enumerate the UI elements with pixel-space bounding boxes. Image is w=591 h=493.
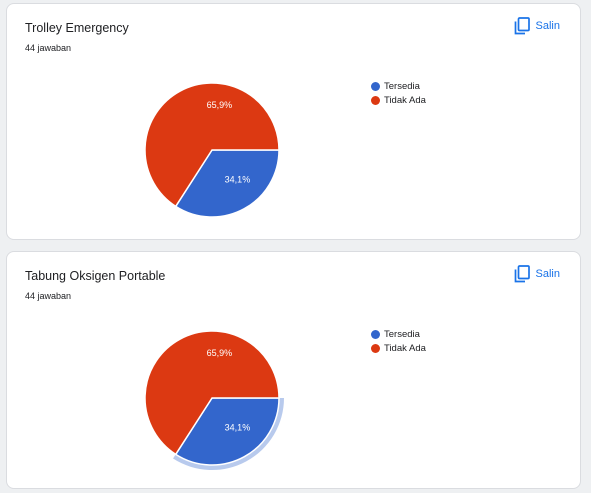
legend-swatch-tidak-ada (371, 95, 380, 105)
copy-icon (514, 265, 530, 283)
response-count: 44 jawaban (25, 43, 72, 53)
legend-label-tersedia: Tersedia (384, 80, 420, 92)
legend-swatch-tersedia (371, 329, 380, 339)
chart-legend: Tersedia Tidak Ada (371, 79, 426, 107)
data-label-tersedia: 34,1% (225, 422, 251, 432)
pie-chart[interactable]: 34,1% 65,9% (132, 322, 292, 472)
legend-item-tidak-ada[interactable]: Tidak Ada (371, 93, 426, 107)
copy-icon (514, 17, 530, 35)
copy-label: Salin (535, 268, 560, 280)
copy-chart-button[interactable]: Salin (514, 17, 560, 35)
pie-chart[interactable]: 34,1% 65,9% (132, 74, 292, 224)
legend-item-tersedia[interactable]: Tersedia (371, 327, 426, 341)
question-title: Trolley Emergency (25, 21, 129, 35)
pie-slice-tidak-ada[interactable] (144, 330, 280, 456)
data-label-tidak-ada: 65,9% (207, 348, 233, 358)
copy-chart-button[interactable]: Salin (514, 265, 560, 283)
data-label-tidak-ada: 65,9% (207, 100, 233, 110)
chart-card: Tabung Oksigen Portable 44 jawaban Salin… (6, 251, 581, 489)
legend-swatch-tersedia (371, 81, 380, 91)
legend-label-tidak-ada: Tidak Ada (384, 94, 426, 106)
chart-legend: Tersedia Tidak Ada (371, 327, 426, 355)
response-count: 44 jawaban (25, 291, 72, 301)
legend-item-tidak-ada[interactable]: Tidak Ada (371, 341, 426, 355)
pie-slice-tidak-ada[interactable] (144, 82, 280, 208)
data-label-tersedia: 34,1% (225, 174, 251, 184)
legend-item-tersedia[interactable]: Tersedia (371, 79, 426, 93)
legend-swatch-tidak-ada (371, 343, 380, 353)
legend-label-tersedia: Tersedia (384, 328, 420, 340)
copy-label: Salin (535, 20, 560, 32)
chart-card: Trolley Emergency 44 jawaban Salin 34,1%… (6, 3, 581, 240)
question-title: Tabung Oksigen Portable (25, 269, 166, 283)
legend-label-tidak-ada: Tidak Ada (384, 342, 426, 354)
